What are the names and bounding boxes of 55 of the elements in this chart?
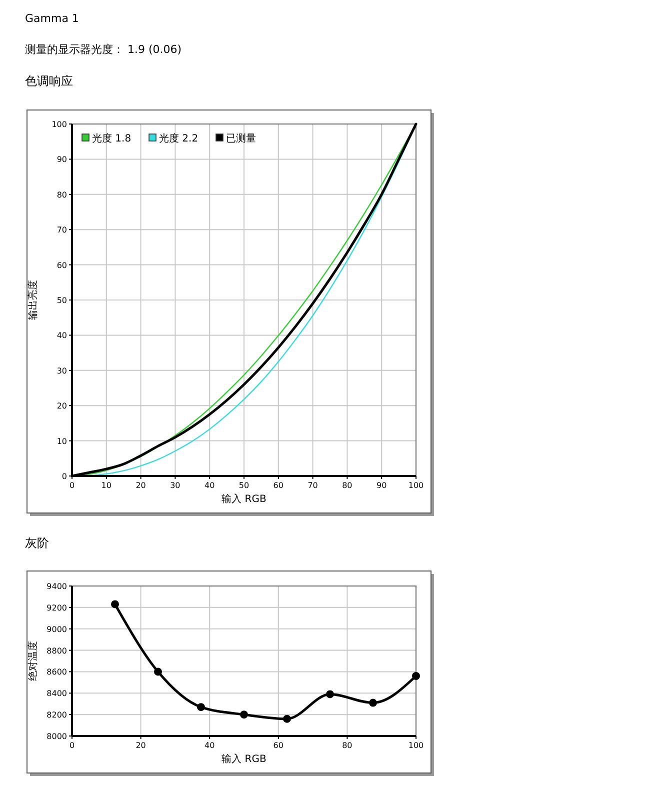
legend-label: 光度 1.8	[92, 132, 132, 144]
x-tick-label: 60	[273, 741, 284, 750]
x-tick-label: 40	[204, 741, 215, 750]
text: Gamma 1	[25, 12, 79, 25]
x-tick-label: 0	[69, 741, 75, 750]
x-tick-label: 30	[170, 481, 180, 490]
y-tick-label: 0	[62, 472, 67, 481]
x-tick-label: 90	[376, 481, 387, 490]
x-axis-title: 输入 RGB	[222, 753, 266, 765]
y-tick-label: 30	[56, 366, 67, 376]
y-axis-title: 输出亮度	[27, 280, 39, 320]
y-tick-label: 8200	[46, 710, 67, 720]
x-tick-label: 100	[408, 741, 424, 750]
y-tick-label: 9400	[46, 582, 67, 591]
y-tick-label: 8000	[46, 732, 67, 741]
x-axis-title: 输入 RGB	[222, 493, 266, 505]
y-tick-label: 8400	[46, 689, 67, 698]
y-tick-label: 100	[52, 120, 67, 129]
x-tick-label: 70	[308, 481, 318, 490]
y-tick-label: 9200	[46, 603, 67, 612]
chart-title: 色调响应	[25, 74, 73, 88]
x-tick-label: 50	[238, 481, 250, 490]
x-tick-label: 0	[69, 481, 75, 490]
point	[111, 600, 119, 608]
point	[369, 698, 377, 707]
x-tick-label: 80	[342, 741, 352, 750]
y-tick-label: 70	[56, 226, 67, 235]
y-tick-label: 20	[56, 402, 67, 411]
point	[326, 690, 334, 698]
x-tick-label: 40	[204, 481, 215, 490]
y-tick-label: 80	[56, 190, 67, 200]
x-tick-label: 100	[408, 481, 424, 490]
chart-title: 灰阶	[25, 536, 49, 550]
point	[283, 714, 291, 723]
text: 测量的显示器光度： 1.9 (0.06)	[25, 43, 182, 56]
legend-label: 已测量	[226, 132, 256, 144]
point	[197, 703, 205, 712]
x-tick-label: 20	[136, 481, 146, 490]
y-tick-label: 8800	[46, 646, 67, 656]
y-tick-label: 90	[56, 155, 67, 164]
x-tick-label: 60	[273, 481, 284, 490]
y-tick-label: 60	[56, 260, 67, 270]
y-tick-label: 8600	[46, 668, 67, 677]
point	[154, 668, 162, 676]
y-tick-label: 40	[56, 331, 67, 340]
point	[412, 672, 420, 680]
x-tick-label: 10	[101, 481, 112, 490]
y-tick-label: 9000	[46, 624, 67, 634]
x-tick-label: 80	[342, 481, 352, 490]
y-tick-label: 10	[56, 436, 67, 446]
point	[240, 710, 248, 719]
legend-label: 光度 2.2	[159, 132, 198, 144]
x-tick-label: 20	[136, 741, 146, 750]
y-tick-label: 50	[56, 296, 67, 305]
y-axis-title: 绝对温度	[27, 641, 39, 681]
